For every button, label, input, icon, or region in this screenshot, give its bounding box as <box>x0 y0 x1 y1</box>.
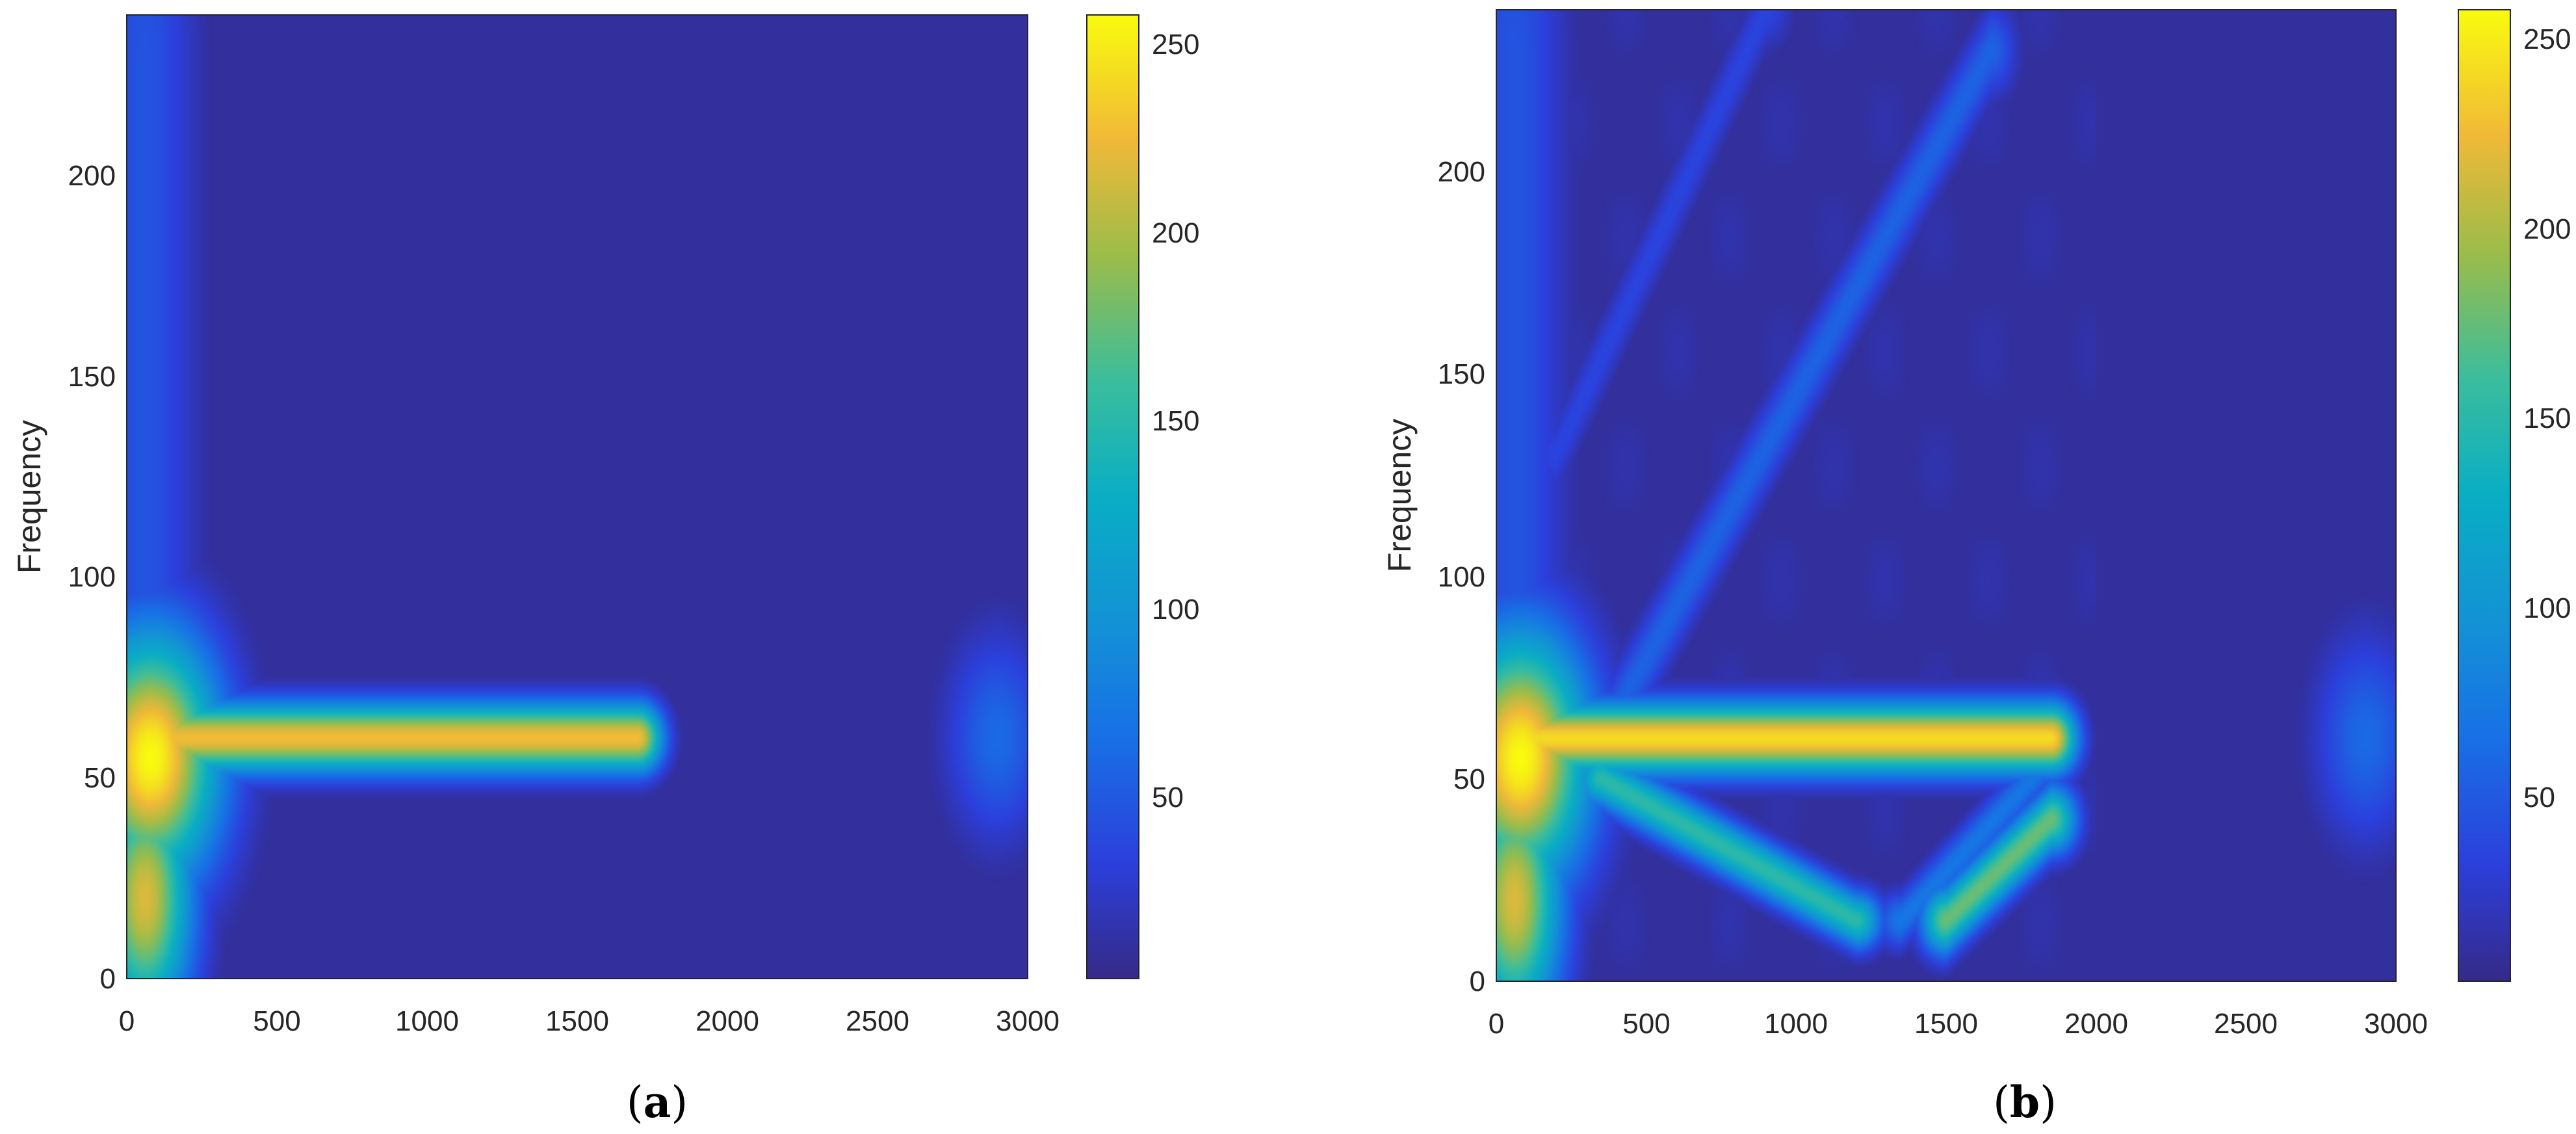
panel-label-b: (b) <box>1993 1077 2057 1127</box>
panel-label-close: ) <box>2040 1077 2057 1127</box>
y-tick-label: 0 <box>100 963 116 995</box>
colorbar-tick-label: 200 <box>2523 213 2571 245</box>
x-tick-label: 2500 <box>2214 1008 2278 1040</box>
colorbar-tick-label: 150 <box>1152 405 1199 437</box>
y-axis-label-a: Frequency <box>11 420 47 574</box>
y-tick-label: 200 <box>1438 156 1485 188</box>
panel-label-close: ) <box>671 1077 688 1127</box>
colorbar-b: 50 100 150 200 250 <box>2458 9 2571 982</box>
plot-frame-a <box>126 14 1028 979</box>
x-tick-label: 500 <box>253 1005 300 1037</box>
y-axis-label-b: Frequency <box>1381 419 1418 572</box>
panel-a: 0 500 1000 1500 2000 2500 3000 0 50 100 … <box>11 14 1199 1127</box>
y-ticks-a: 0 50 100 150 200 <box>68 160 116 995</box>
panel-label-letter: a <box>644 1077 671 1127</box>
y-tick-label: 200 <box>68 160 116 192</box>
y-ticks-b: 0 50 100 150 200 <box>1438 156 1485 997</box>
x-tick-label: 1000 <box>1764 1008 1828 1040</box>
x-tick-label: 3000 <box>2364 1008 2428 1040</box>
panel-label-open: ( <box>1993 1077 2010 1127</box>
y-tick-label: 150 <box>68 361 116 393</box>
colorbar-tick-label: 150 <box>2523 402 2571 434</box>
x-tick-label: 1000 <box>395 1005 459 1037</box>
x-tick-label: 1500 <box>545 1005 609 1037</box>
x-ticks-a: 0 500 1000 1500 2000 2500 3000 <box>119 1005 1060 1037</box>
x-tick-label: 500 <box>1622 1008 1670 1040</box>
colorbar-tick-label: 100 <box>2523 592 2571 624</box>
colorbar-tick-label: 250 <box>1152 29 1199 60</box>
colorbar-tick-label: 50 <box>1152 782 1184 813</box>
x-tick-label: 0 <box>119 1005 135 1037</box>
y-tick-label: 0 <box>1470 966 1485 997</box>
x-tick-label: 1500 <box>1914 1008 1978 1040</box>
panel-label-letter: b <box>2010 1077 2040 1127</box>
y-tick-label: 50 <box>84 762 116 794</box>
plot-frame-b <box>1496 9 2397 982</box>
colorbar-tick-label: 100 <box>1152 594 1199 626</box>
x-ticks-b: 0 500 1000 1500 2000 2500 3000 <box>1489 1008 2428 1040</box>
panel-b: 0 500 1000 1500 2000 2500 3000 0 50 100 … <box>1381 9 2571 1127</box>
colorbar-tick-label: 200 <box>1152 217 1199 249</box>
x-tick-label: 2000 <box>2064 1008 2128 1040</box>
heatmap-b <box>1496 10 2396 981</box>
heatmap-image-a <box>127 15 1028 979</box>
x-tick-label: 3000 <box>996 1005 1060 1037</box>
panel-label-open: ( <box>627 1077 644 1127</box>
y-tick-label: 100 <box>1438 561 1485 593</box>
heatmap-image-b <box>1496 10 2396 981</box>
x-tick-label: 2000 <box>696 1005 759 1037</box>
heatmap-a <box>127 15 1028 979</box>
colorbar-gradient-b <box>2458 9 2511 982</box>
x-tick-label: 0 <box>1489 1008 1504 1040</box>
colorbar-tick-label: 50 <box>2523 782 2555 813</box>
x-tick-label: 2500 <box>846 1005 909 1037</box>
colorbar-a: 50 100 150 200 250 <box>1086 14 1199 979</box>
colorbar-tick-label: 250 <box>2523 23 2571 55</box>
panel-label-a: (a) <box>627 1077 688 1127</box>
y-tick-label: 150 <box>1438 358 1485 390</box>
y-tick-label: 50 <box>1453 763 1485 795</box>
y-tick-label: 100 <box>68 561 116 593</box>
colorbar-gradient-a <box>1086 14 1139 979</box>
